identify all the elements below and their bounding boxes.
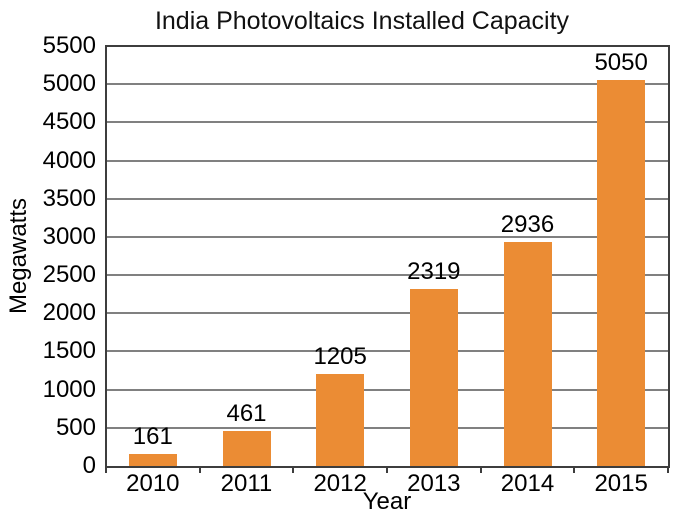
x-tick-label: 2014 [500,470,555,497]
x-tick-label: 2012 [313,470,367,497]
bar-value-label: 1205 [313,342,367,370]
y-tick-label: 1500 [42,337,96,365]
y-tick-label: 3500 [42,184,96,212]
gridline [107,426,668,429]
x-tick-mark [198,466,201,473]
x-tick-mark [292,466,295,473]
x-tick-mark [386,466,388,473]
x-tick-label: 2011 [220,470,273,497]
gridline [107,350,668,353]
gridline [107,197,668,200]
bar-value-label: 2936 [500,210,555,238]
x-tick-label: 2015 [594,470,648,497]
bar [409,288,458,466]
gridline [107,235,668,238]
x-tick-mark [105,466,107,473]
gridline [107,159,668,162]
gridline [107,121,668,124]
gridline [107,83,668,86]
bar [222,430,271,466]
x-tick-label: 2010 [126,470,180,497]
y-tick-label: 4000 [42,146,96,174]
y-tick-label: 3000 [42,222,96,250]
y-tick-label: 1000 [42,375,96,403]
bar-value-label: 2319 [407,257,461,285]
x-tick-mark [479,466,482,473]
chart-title: India Photovoltaics Installed Capacity [154,7,570,35]
gridline [107,274,668,277]
bar [597,80,646,466]
y-tick-label: 2000 [42,299,96,327]
x-tick-mark [667,466,669,473]
gridline [107,312,668,315]
bar-value-label: 5050 [594,49,648,77]
bar-value-label: 461 [226,399,267,427]
y-tick-label: 5000 [42,70,96,98]
y-tick-label: 0 [82,452,96,479]
bar [128,453,177,466]
y-tick-label: 500 [55,413,96,441]
y-tick-label: 5500 [42,32,96,59]
y-axis-label: Megawatts [5,197,32,315]
bar [503,241,552,466]
gridline [107,388,668,391]
y-tick-label: 4500 [42,108,96,136]
x-tick-mark [573,466,576,473]
y-tick-label: 2500 [42,261,96,289]
x-axis-label: Year [362,488,412,512]
x-tick-label: 2013 [407,470,461,497]
bar-value-label: 161 [132,422,173,450]
bar [316,373,365,466]
